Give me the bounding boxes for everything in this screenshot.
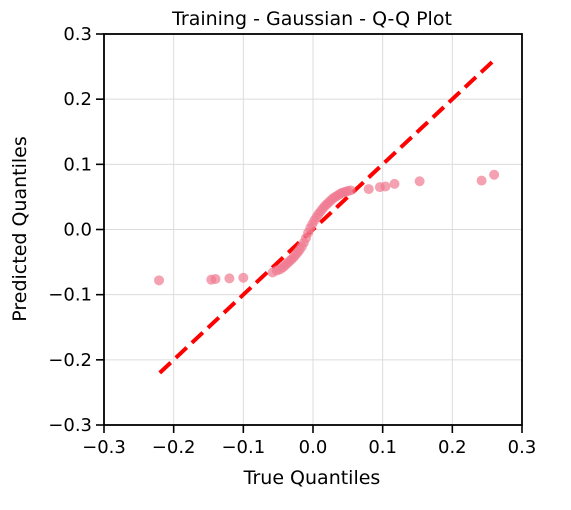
y-tick-label: −0.1 [48, 285, 92, 306]
x-axis: −0.3 −0.2 −0.1 0.0 0.1 0.2 0.3 [82, 425, 536, 458]
data-point [210, 274, 221, 285]
reference-line-segment [158, 58, 496, 375]
x-tick-label: 0.2 [438, 437, 467, 458]
data-point [389, 178, 400, 189]
data-point [489, 169, 500, 180]
x-tick-label: 0.3 [508, 437, 537, 458]
x-axis-label: True Quantiles [243, 467, 381, 489]
data-point [345, 185, 356, 196]
x-tick-label: 0.0 [299, 437, 328, 458]
data-points [154, 169, 500, 286]
x-tick-label: −0.1 [221, 437, 265, 458]
data-point [363, 184, 374, 195]
reference-line [158, 58, 496, 375]
x-tick-label: 0.1 [368, 437, 397, 458]
data-point [224, 273, 235, 284]
x-tick-label: −0.2 [152, 437, 196, 458]
y-axis-label: Predicted Quantiles [9, 136, 31, 322]
y-tick-label: 0.0 [63, 220, 92, 241]
y-tick-label: −0.3 [48, 415, 92, 436]
y-tick-label: 0.2 [63, 89, 92, 110]
chart-title: Training - Gaussian - Q-Q Plot [171, 8, 452, 30]
data-point [476, 175, 487, 186]
data-point [414, 176, 425, 187]
y-axis: −0.3 −0.2 −0.1 0.0 0.1 0.2 0.3 [48, 24, 104, 436]
y-tick-label: −0.2 [48, 350, 92, 371]
data-point [154, 275, 165, 286]
data-point [238, 272, 249, 283]
y-tick-label: 0.1 [63, 154, 92, 175]
data-point [380, 181, 391, 192]
x-tick-label: −0.3 [82, 437, 126, 458]
y-tick-label: 0.3 [63, 24, 92, 45]
